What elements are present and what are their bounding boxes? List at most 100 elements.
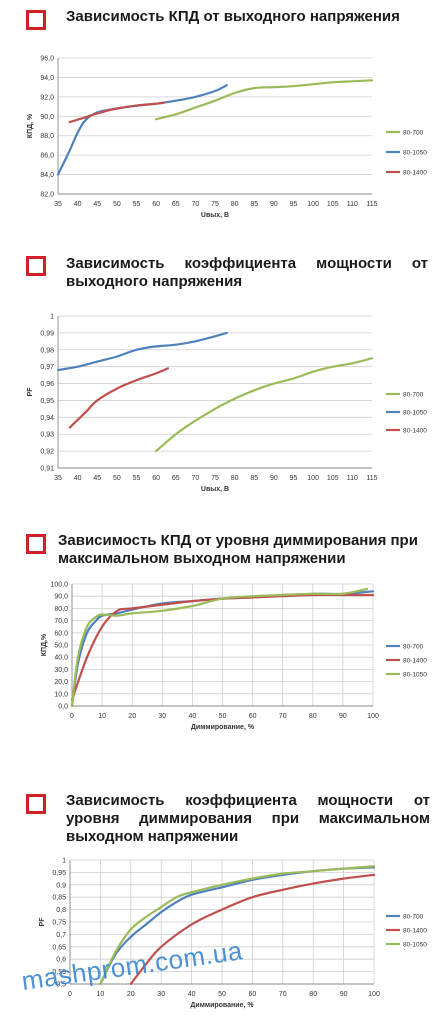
y-tick-label: 50,0	[54, 643, 68, 650]
x-tick-label: 75	[211, 475, 219, 482]
efficiency-vs-voltage-chart: 82,0 84,0 86,0 88,0 90,0 92,0 94,0 96,0 35 40 45 50…	[27, 56, 427, 220]
x-tick-label: 110	[347, 475, 358, 482]
x-tick-label: 110	[347, 201, 358, 208]
chart-section-2: Зависимость коэффициента мощности от вых…	[0, 254, 445, 509]
x-tick-label: 50	[219, 713, 227, 720]
y-tick-label: 10,0	[54, 691, 68, 698]
x-tick-label: 70	[191, 475, 199, 482]
x-tick-label: 50	[113, 475, 121, 482]
chart-section-4: Зависимость коэффициента мощности от уро…	[0, 792, 445, 1024]
x-axis-title: Uвых, В	[201, 212, 229, 219]
x-axis-title: Uвых, В	[201, 486, 229, 493]
series-line-80-1400	[68, 367, 169, 429]
red-square-icon	[26, 256, 46, 276]
legend-label: 80-1050	[403, 410, 427, 417]
y-tick-label: 82,0	[40, 192, 54, 199]
x-tick-label: 40	[189, 713, 197, 720]
y-tick-label: 84,0	[40, 172, 54, 179]
y-tick-label: 0,96	[40, 381, 54, 388]
y-tick-label: 0,65	[52, 944, 66, 951]
y-tick-label: 0,9	[56, 882, 66, 889]
y-tick-label: 1	[50, 314, 54, 321]
x-tick-label: 105	[327, 201, 339, 208]
x-tick-label: 70	[279, 713, 287, 720]
y-tick-label: 0,5	[56, 982, 66, 989]
y-tick-label: 0,55	[52, 969, 66, 976]
x-tick-label: 10	[98, 713, 106, 720]
pf-vs-voltage-chart: 0,91 0,92 0,93 0,94 0,95 0,96 0,97 0,98 0,99 1 35 4…	[27, 314, 427, 494]
y-tick-label: 0,91	[40, 466, 54, 473]
y-tick-label: 20,0	[54, 679, 68, 686]
x-tick-label: 60	[152, 201, 160, 208]
x-tick-label: 115	[366, 201, 377, 208]
chart-title-2: Зависимость коэффициента мощности от вых…	[66, 255, 428, 290]
y-tick-label: 0,99	[40, 330, 54, 337]
series-line-80-1050	[99, 865, 376, 986]
series-line-80-700	[155, 79, 374, 121]
x-axis-title: Диммирование, %	[191, 724, 255, 731]
y-tick-label: 0,7	[56, 932, 66, 939]
legend-label: 80-1050	[403, 150, 427, 157]
efficiency-vs-dimming-chart: 0,0 10,0 20,0 30,0 40,0 50,0 60,0 70,0 80,0 90,0 1…	[41, 582, 427, 732]
x-tick-label: 30	[157, 991, 165, 998]
x-tick-label: 100	[367, 713, 379, 720]
x-tick-label: 70	[191, 201, 199, 208]
legend-label: 80-1400	[403, 658, 427, 665]
y-tick-label: 1	[62, 858, 66, 865]
x-tick-label: 115	[366, 475, 377, 482]
x-tick-label: 40	[74, 201, 82, 208]
series-line-80-1050	[56, 84, 228, 176]
y-tick-label: 0,95	[52, 870, 66, 877]
chart-title-4: Зависимость коэффициента мощности от уро…	[66, 792, 430, 845]
x-tick-label: 105	[327, 475, 339, 482]
x-tick-label: 40	[188, 991, 196, 998]
y-axis-title: PF	[39, 917, 46, 927]
y-axis-title: PF	[27, 387, 34, 397]
y-tick-label: 96,0	[40, 56, 54, 63]
x-tick-label: 20	[127, 991, 135, 998]
x-tick-label: 45	[93, 475, 101, 482]
x-tick-label: 0	[68, 991, 72, 998]
y-tick-label: 0,75	[52, 920, 66, 927]
x-tick-label: 65	[172, 201, 180, 208]
red-square-icon	[26, 534, 46, 554]
y-tick-label: 0,8	[56, 907, 66, 914]
x-tick-label: 85	[250, 475, 258, 482]
x-tick-label: 100	[307, 201, 319, 208]
y-tick-label: 0,6	[56, 957, 66, 964]
x-tick-label: 50	[113, 201, 121, 208]
series-line-80-700	[155, 357, 374, 453]
x-tick-label: 10	[97, 991, 105, 998]
y-axis-title: КПД,%	[41, 633, 48, 656]
series-line-80-1400	[70, 593, 375, 701]
y-tick-label: 60,0	[54, 630, 68, 637]
x-tick-label: 40	[74, 475, 82, 482]
legend-label: 80-1050	[403, 672, 427, 679]
y-tick-label: 80,0	[54, 606, 68, 613]
x-tick-label: 35	[54, 201, 62, 208]
x-tick-label: 85	[250, 201, 258, 208]
x-tick-label: 80	[231, 201, 239, 208]
x-tick-label: 90	[340, 991, 348, 998]
y-tick-label: 88,0	[40, 133, 54, 140]
y-tick-label: 30,0	[54, 667, 68, 674]
legend-label: 80-700	[403, 392, 424, 399]
legend-label: 80-1400	[403, 928, 427, 935]
legend-label: 80-1400	[403, 428, 427, 435]
series-line-80-1400	[68, 101, 166, 124]
y-axis-title: КПД, %	[27, 113, 34, 138]
chart-section-1: Зависимость КПД от выходного напряжения …	[0, 8, 445, 233]
x-tick-label: 0	[70, 713, 74, 720]
legend-label: 80-1050	[403, 942, 427, 949]
y-tick-label: 70,0	[54, 618, 68, 625]
y-tick-label: 94,0	[40, 75, 54, 82]
y-tick-label: 90,0	[40, 114, 54, 121]
chart-title-1: Зависимость КПД от выходного напряжения	[66, 8, 400, 25]
x-tick-label: 60	[249, 991, 257, 998]
y-tick-label: 0,0	[58, 704, 68, 711]
y-tick-label: 0,97	[40, 364, 54, 371]
x-tick-label: 80	[231, 475, 239, 482]
x-tick-label: 100	[307, 475, 319, 482]
legend-label: 80-1400	[403, 170, 427, 177]
